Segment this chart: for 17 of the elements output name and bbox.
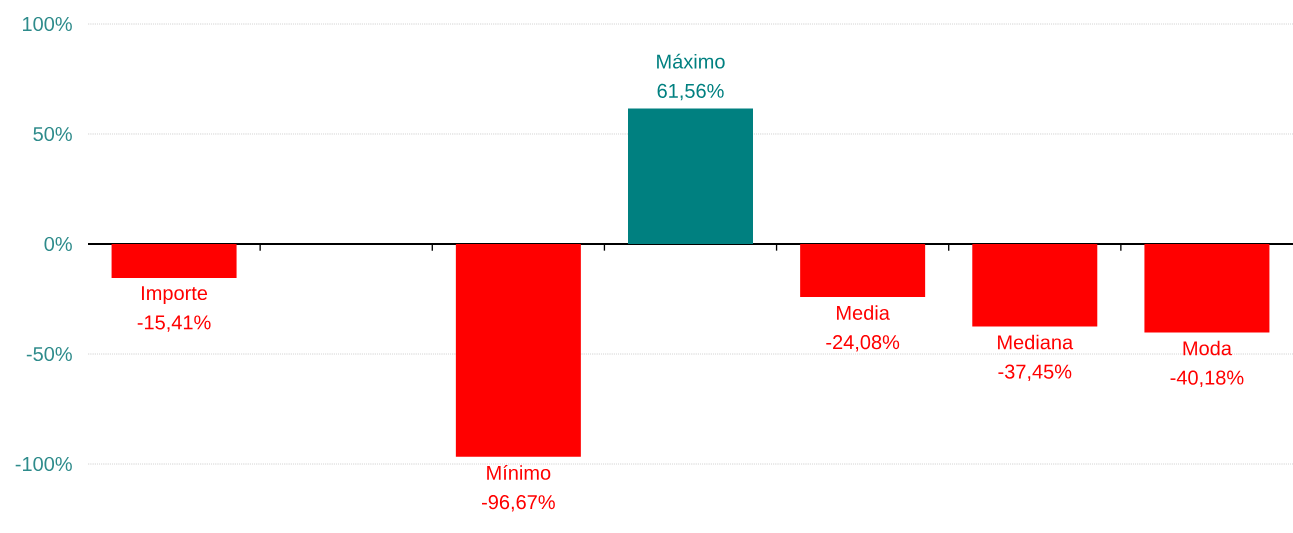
x-tick-label: Media [837, 305, 890, 320]
x-tick-label: Moda [1183, 340, 1232, 356]
x-tick-label: Máximo [657, 53, 725, 69]
data-label: -96,67% [481, 495, 555, 512]
x-tick-label: Mínimo [487, 464, 551, 480]
y-tick-label: 100% [23, 16, 72, 32]
y-tick-label: 0% [44, 236, 72, 252]
data-label: -40,18% [1170, 370, 1244, 388]
data-label: -24,08% [826, 335, 900, 352]
data-label: -15,41% [137, 315, 211, 332]
x-tick-label: Mediana [998, 334, 1074, 350]
data-label: 61,56% [657, 83, 724, 101]
y-tick-label: -100% [15, 456, 72, 472]
x-tick-label: Importe [142, 286, 208, 305]
y-tick-label: -50% [26, 346, 72, 362]
data-label: -37,45% [998, 364, 1072, 382]
y-tick-label: 50% [33, 126, 72, 142]
